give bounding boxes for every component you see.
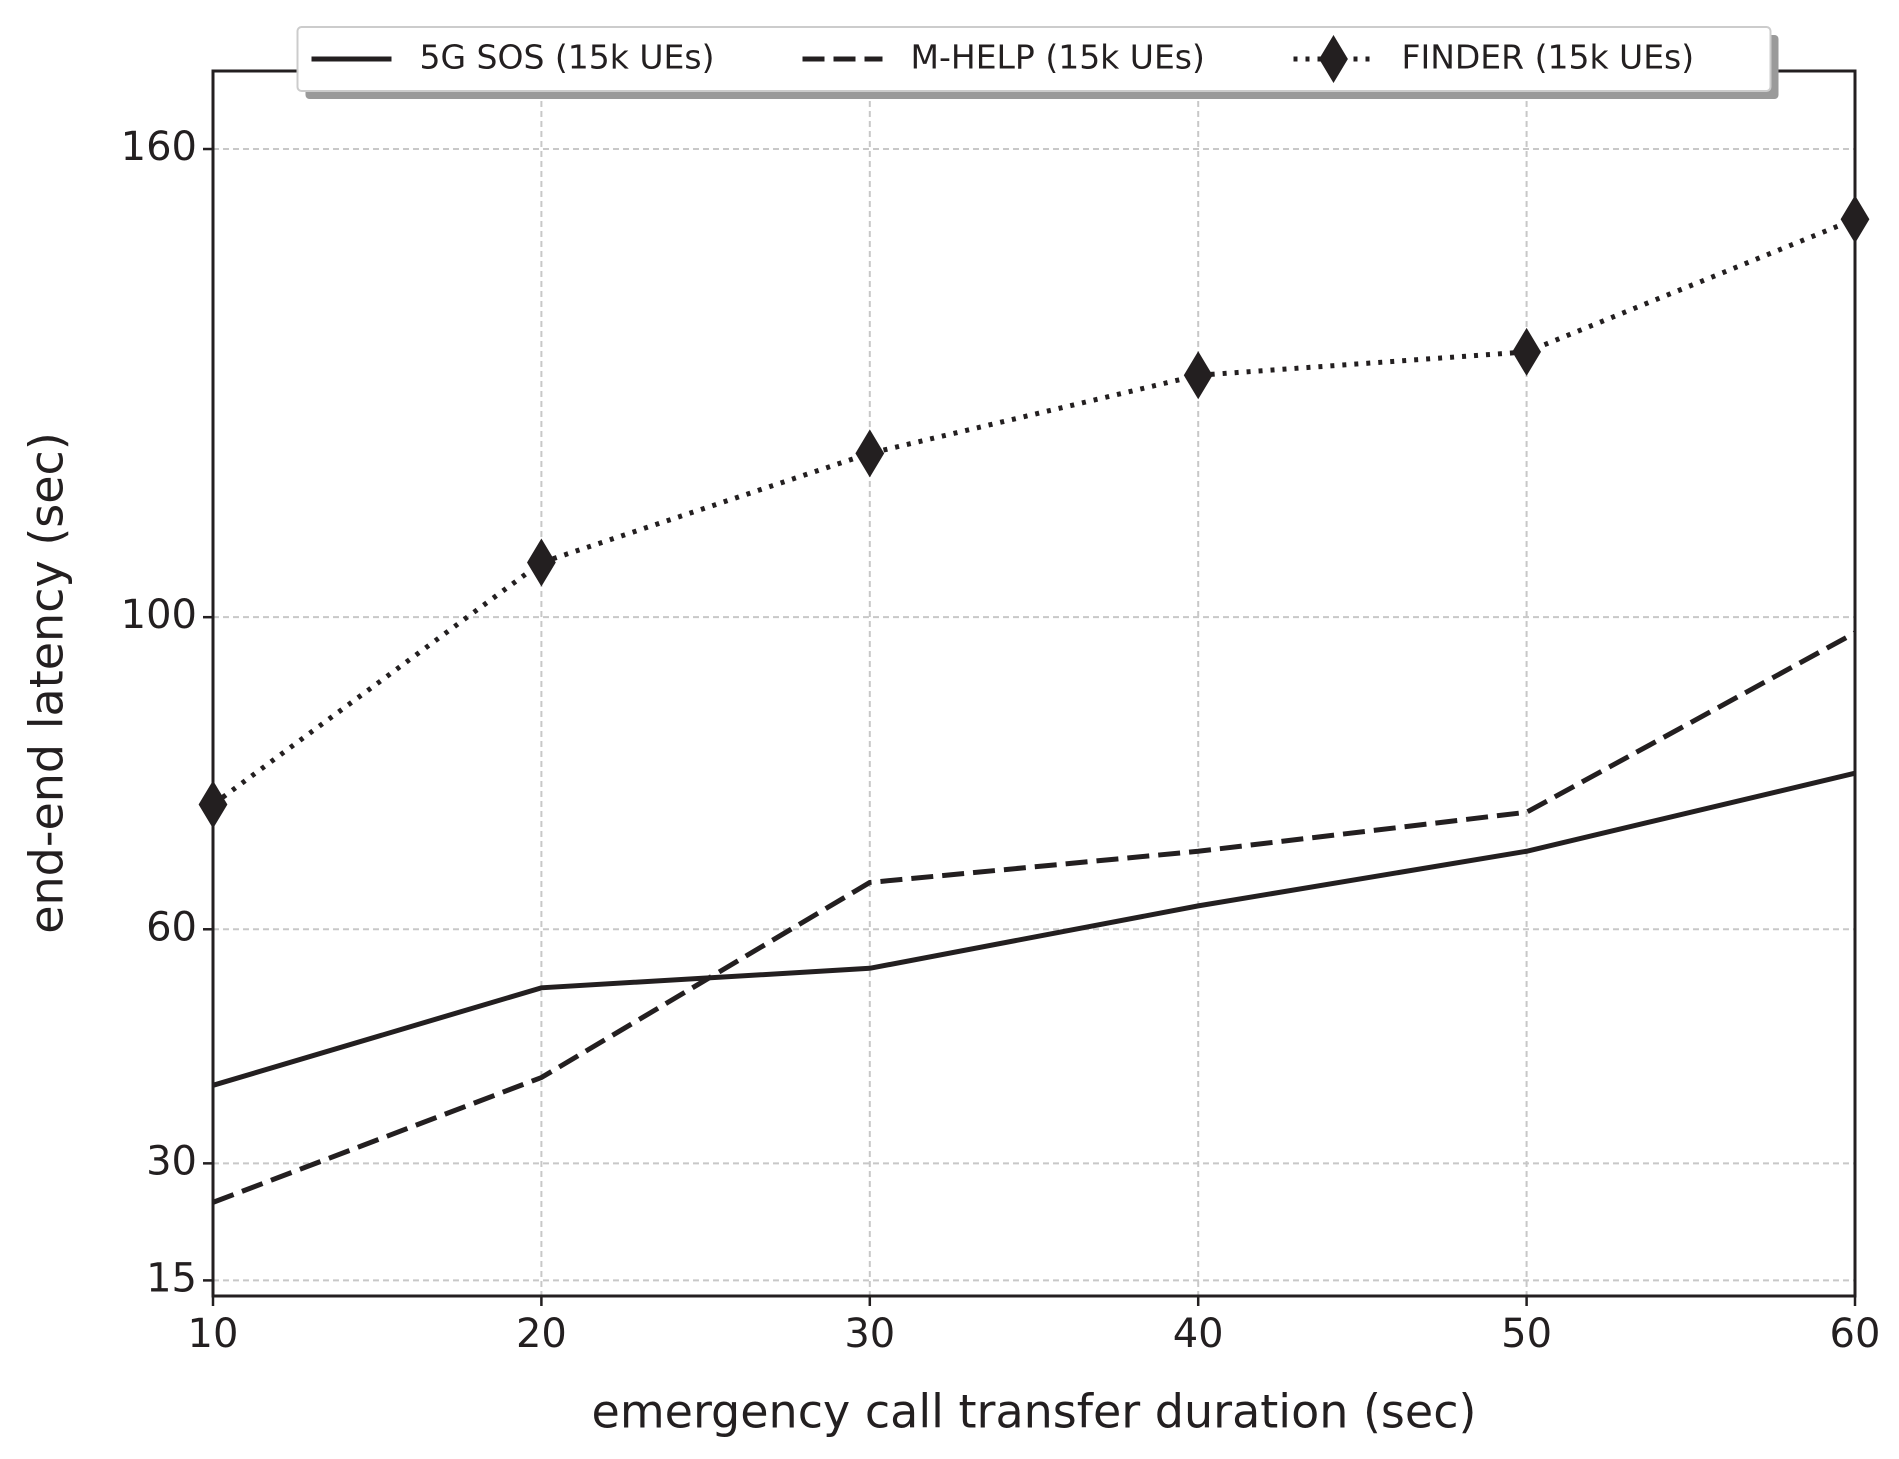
point-marker	[1840, 195, 1870, 244]
legend-label: M-HELP (15k UEs)	[911, 38, 1205, 77]
x-tick-label: 10	[188, 1311, 239, 1357]
y-tick-label: 15	[146, 1255, 197, 1301]
y-tick-label: 30	[146, 1138, 197, 1184]
x-tick-label: 20	[516, 1311, 567, 1357]
series-line	[211, 216, 1856, 807]
x-tick-label: 40	[1173, 1311, 1224, 1357]
legend-box	[296, 26, 1772, 92]
legend-label: FINDER (15k UEs)	[1402, 38, 1695, 77]
x-tick-label: 30	[844, 1311, 895, 1357]
x-tick-label: 50	[1501, 1311, 1552, 1357]
series-line	[212, 770, 1856, 1088]
legend-marker	[1319, 35, 1348, 83]
y-tick-label: 100	[121, 592, 197, 638]
y-axis-label: end-end latency (sec)	[20, 432, 74, 934]
series-line	[212, 630, 1857, 1205]
x-tick-label: 60	[1830, 1311, 1881, 1357]
point-marker	[855, 429, 885, 478]
point-marker	[1512, 327, 1541, 376]
x-axis-label: emergency call transfer duration (sec)	[592, 1385, 1477, 1439]
point-marker	[527, 538, 556, 587]
point-marker	[198, 780, 228, 829]
plot-frame	[211, 69, 1857, 1298]
legend-label: 5G SOS (15k UEs)	[420, 38, 715, 77]
point-marker	[1183, 351, 1213, 400]
y-tick-label: 160	[121, 124, 197, 170]
y-tick-label: 60	[146, 904, 197, 950]
